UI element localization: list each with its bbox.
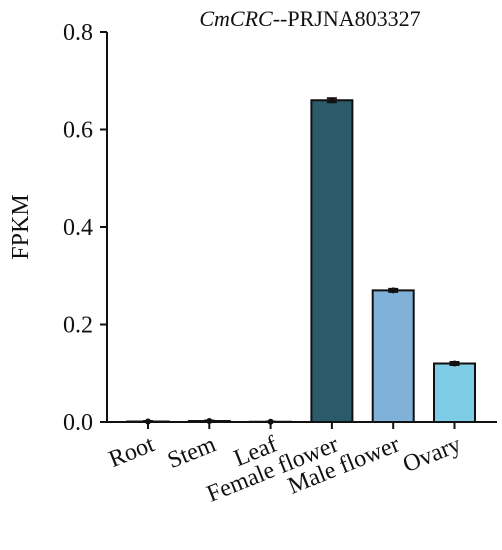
y-tick-label: 0.0 <box>63 410 93 436</box>
chart-title: CmCRC--PRJNA803327 <box>199 6 420 31</box>
y-tick-label: 0.4 <box>63 215 93 241</box>
x-tick-label: Ovary <box>399 431 464 478</box>
mean-dot <box>329 97 335 103</box>
y-tick-label: 0.8 <box>63 20 93 46</box>
x-tick-label: Stem <box>164 431 220 474</box>
y-axis-label: FPKM <box>8 194 34 259</box>
mean-dot <box>390 287 396 293</box>
y-tick-label: 0.2 <box>63 313 93 339</box>
x-tick-label: Root <box>105 431 158 473</box>
y-tick-label: 0.6 <box>63 118 93 144</box>
bar <box>434 364 475 423</box>
bar <box>373 290 414 422</box>
mean-dot <box>452 361 458 367</box>
bar <box>311 100 352 422</box>
